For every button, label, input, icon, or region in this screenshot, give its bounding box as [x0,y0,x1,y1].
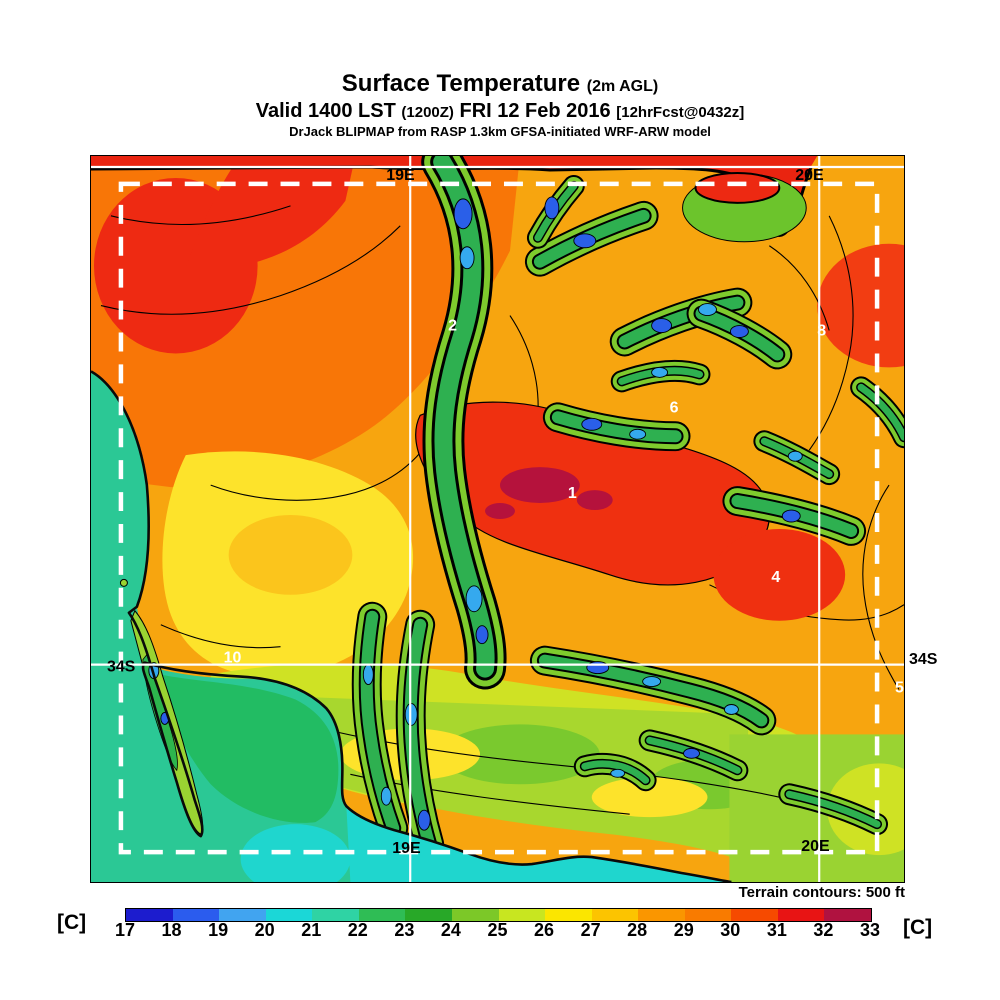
colorbar-segment [731,909,778,921]
temperature-map: 19E 20E 19E 20E 34S 1 2 4 5 6 8 10 [90,155,905,883]
temperature-map-canvas: 19E 20E 19E 20E 34S 1 2 4 5 6 8 10 [91,156,904,882]
site-number-10: 10 [224,650,242,667]
colorbar-tick: 29 [673,920,694,940]
domain-box [118,181,880,855]
colorbar-segment [358,909,406,921]
grid-label-20e-top: 20E [795,167,823,184]
header: Surface Temperature (2m AGL) Valid 1400 … [0,70,1000,140]
model-line: DrJack BLIPMAP from RASP 1.3km GFSA-init… [289,123,711,139]
colorbar-tick: 19 [208,920,229,940]
terrain-contours-note: Terrain contours: 500 ft [738,884,905,901]
valid-time-line: Valid 1400 LST (1200Z) FRI 12 Feb 2016 [… [0,100,1000,123]
colorbar-tick: 24 [440,920,461,940]
hot-zones [91,156,846,621]
colorbar-tick: 20 [254,920,275,940]
colorbar-tick: 17 [114,920,136,940]
map-labels: 19E 20E 19E 20E 34S 1 2 4 5 6 8 10 [107,167,904,857]
title-main: Surface Temperature [341,70,581,97]
colorbar-segment [777,909,825,921]
ocean [91,370,732,882]
page-title: Surface Temperature (2m AGL) [0,70,1000,98]
cold-cores [362,196,803,831]
colorbar-segment [405,909,452,921]
grid-label-34s-right: 34S [909,651,938,668]
colorbar-tick: 30 [720,920,741,940]
colorbar-segment [824,909,871,921]
colorbar-segment [498,909,546,921]
contour-lines [100,205,904,815]
colorbar-segment [684,909,732,921]
grid-lines [91,156,904,882]
site-number-4: 4 [771,569,780,586]
colorbar-unit-right: [C] [903,916,933,939]
colorbar-unit-left: [C] [57,911,87,934]
colorbar-tick: 22 [347,920,368,940]
valid-prefix: Valid 1400 LST [255,99,396,122]
colorbar-tick: 21 [301,920,322,940]
site-number-6: 6 [670,399,679,416]
site-number-5: 5 [895,680,904,697]
colorbar-tick: 32 [813,920,834,940]
colorbar-tick: 28 [627,920,648,940]
colorbar-segments [125,908,872,922]
colorbar-segment [265,909,313,921]
colorbar-tick: 18 [161,920,182,940]
colorbar-ticks: 17 18 19 20 21 22 23 24 25 26 27 28 29 30 31 32 33 [0,920,1000,944]
title-suffix: (2m AGL) [586,78,659,95]
colorbar-tick: 31 [766,920,787,940]
colorbar-segment [172,909,220,921]
colorbar-segment [312,909,359,921]
site-number-1: 1 [568,485,577,502]
colorbar-tick: 33 [859,920,881,940]
grid-label-19e-bottom: 19E [392,840,420,857]
colorbar-tick: 27 [580,920,601,940]
valid-date: FRI 12 Feb 2016 [459,99,611,122]
colorbar-segment [219,909,266,921]
colorbar-segment [638,909,685,921]
grid-label-34s-left: 34S [107,659,135,676]
valid-zulu: (1200Z) [401,103,454,121]
mountain-ridges [363,162,904,844]
colorbar-tick: 25 [487,920,508,940]
colorbar-tick: 26 [534,920,555,940]
colorbar-segment [126,909,173,921]
valid-forecast: [12hrFcst@0432z] [616,103,745,121]
grid-label-19e-top: 19E [386,167,414,184]
grid-label-20e-bottom: 20E [801,838,829,855]
colorbar-segment [545,909,592,921]
site-number-2: 2 [448,318,457,335]
colorbar-segment [591,909,639,921]
site-number-8: 8 [817,323,826,340]
colorbar-tick: 23 [394,920,415,940]
colorbar-segment [451,909,499,921]
